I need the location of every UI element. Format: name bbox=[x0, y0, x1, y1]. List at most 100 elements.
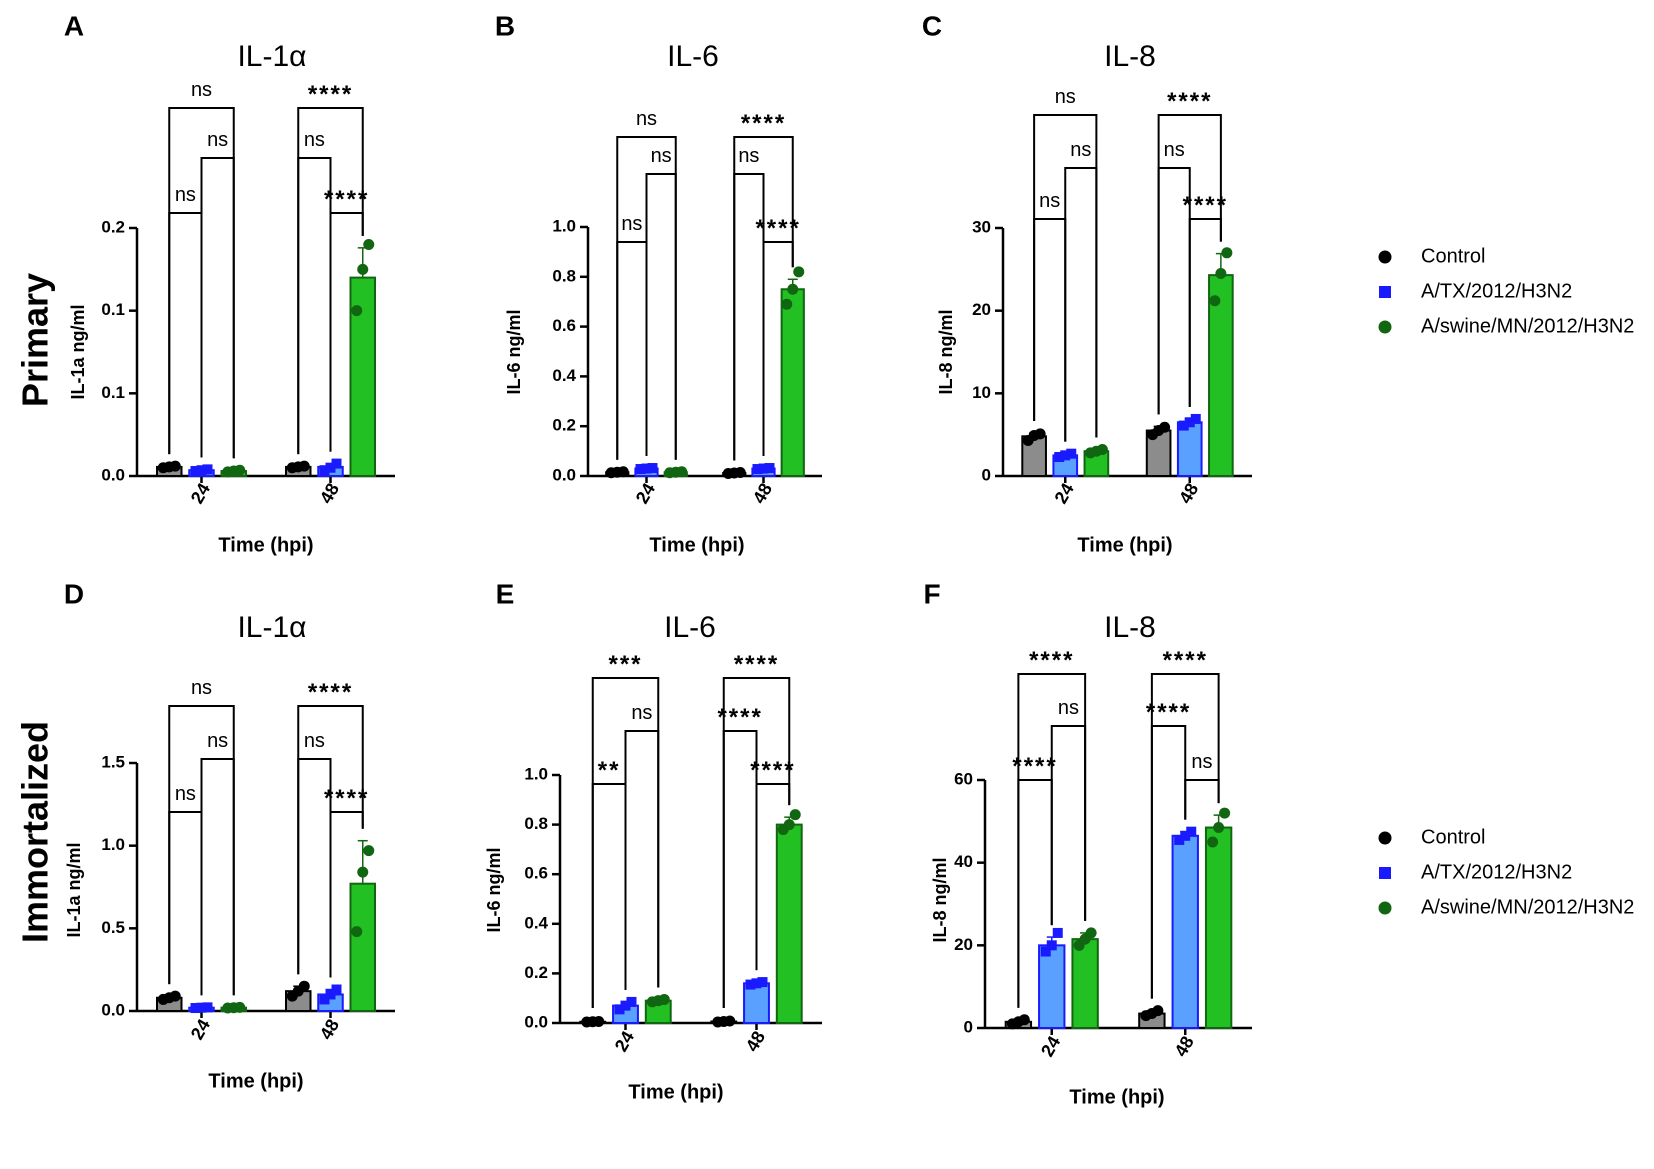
sig-bracket bbox=[1064, 167, 1098, 442]
data-point bbox=[1040, 946, 1051, 957]
data-point bbox=[1180, 830, 1191, 841]
sig-label: **** bbox=[755, 215, 800, 242]
data-point bbox=[1034, 428, 1046, 440]
sig-bracket bbox=[1150, 673, 1220, 999]
sig-bracket bbox=[168, 705, 235, 996]
y-tick-label: 0.0 bbox=[101, 465, 125, 484]
data-point bbox=[1060, 450, 1071, 461]
data-point bbox=[196, 465, 207, 476]
y-tick-label: 0.6 bbox=[552, 316, 576, 335]
data-point bbox=[1209, 295, 1221, 307]
data-point bbox=[1152, 1005, 1164, 1017]
y-axis-label: IL-8 ng/ml bbox=[936, 310, 956, 395]
y-tick-label: 0 bbox=[964, 1017, 973, 1036]
data-point bbox=[752, 464, 763, 475]
panel-A: A IL-1α 0.0 0.1 0.1 0.2 IL-1a ng/ml Time (hpi) 2… bbox=[64, 10, 395, 556]
data-point bbox=[757, 977, 768, 988]
data-point bbox=[325, 989, 336, 1000]
y-tick-label: 0.1 bbox=[101, 383, 125, 402]
legend-marker bbox=[1378, 901, 1392, 915]
sig-label: ns bbox=[636, 108, 657, 130]
data-point bbox=[351, 305, 363, 317]
chart-title: IL-6 bbox=[664, 611, 716, 644]
x-tick-label: 24 bbox=[1050, 480, 1077, 507]
legend: Control A/TX/2012/H3N2 A/swine/MN/2012/H3N… bbox=[1378, 826, 1634, 918]
x-tick-label: 48 bbox=[742, 1028, 769, 1055]
panel-E: E IL-6 0.0 0.2 0.4 0.6 0.8 1.0 IL-6 ng/ml Time (h… bbox=[484, 578, 822, 1103]
legend-label: A/TX/2012/H3N2 bbox=[1421, 280, 1572, 302]
data-point bbox=[363, 845, 375, 857]
y-tick-label: 0.8 bbox=[552, 266, 576, 285]
x-axis-label: Time (hpi) bbox=[208, 1070, 303, 1092]
bar bbox=[1038, 944, 1066, 1029]
data-point bbox=[647, 463, 658, 474]
data-point bbox=[724, 1015, 736, 1027]
chart-title: IL-8 bbox=[1104, 611, 1156, 644]
sig-label: **** bbox=[1167, 88, 1212, 115]
data-point bbox=[751, 978, 762, 989]
data-point bbox=[1052, 927, 1063, 938]
legend-marker bbox=[1379, 867, 1391, 879]
panel-letter: D bbox=[64, 578, 84, 609]
sig-label: ns bbox=[1191, 751, 1212, 773]
y-axis-label: IL-6 ng/ml bbox=[484, 848, 504, 933]
data-point bbox=[331, 458, 342, 469]
y-axis-label: IL-1a ng/ml bbox=[64, 842, 84, 937]
sig-label: ns bbox=[175, 783, 196, 805]
data-point bbox=[1096, 444, 1108, 456]
legend-marker bbox=[1378, 831, 1392, 845]
data-point bbox=[658, 993, 670, 1005]
sig-label: ns bbox=[1164, 139, 1185, 161]
chart-title: IL-8 bbox=[1104, 40, 1156, 73]
y-tick-label: 1.0 bbox=[552, 216, 576, 235]
data-point bbox=[357, 866, 369, 878]
y-tick-label: 0.1 bbox=[101, 300, 125, 319]
sig-bracket bbox=[1157, 114, 1222, 415]
x-tick-label: 48 bbox=[749, 480, 776, 507]
data-point bbox=[331, 984, 342, 995]
sig-bracket bbox=[722, 677, 791, 1008]
sig-label: **** bbox=[308, 81, 353, 108]
y-tick-label: 0.4 bbox=[524, 913, 548, 932]
sig-bracket bbox=[616, 241, 648, 460]
y-tick-label: 1.5 bbox=[101, 752, 125, 771]
y-tick-label: 20 bbox=[954, 935, 973, 954]
sig-bracket bbox=[297, 107, 364, 455]
sig-bracket bbox=[591, 783, 627, 1008]
y-tick-label: 0.0 bbox=[552, 465, 576, 484]
sig-bracket bbox=[1033, 114, 1098, 438]
data-point bbox=[319, 994, 330, 1005]
data-point bbox=[325, 462, 336, 473]
panel-F: F IL-8 0 20 40 60 IL-8 ng/ml Time (hpi) 24 48 ****… bbox=[923, 578, 1252, 1108]
data-point bbox=[1207, 836, 1219, 848]
data-point bbox=[1221, 247, 1233, 259]
sig-label: ns bbox=[1055, 86, 1076, 108]
data-point bbox=[1186, 826, 1197, 837]
panel-B: B IL-6 0.0 0.2 0.4 0.6 0.8 1.0 IL-6 ng/ml Time (h… bbox=[495, 10, 822, 556]
data-point bbox=[626, 996, 637, 1007]
x-axis-label: Time (hpi) bbox=[628, 1081, 723, 1103]
data-point bbox=[190, 466, 201, 477]
data-point bbox=[357, 263, 369, 275]
x-axis-label: Time (hpi) bbox=[218, 534, 313, 556]
y-tick-label: 0.5 bbox=[101, 918, 125, 937]
y-tick-label: 0.2 bbox=[524, 963, 548, 982]
panel-letter: F bbox=[923, 578, 940, 609]
panel-letter: C bbox=[922, 10, 942, 41]
sig-bracket bbox=[733, 136, 794, 461]
sig-bracket bbox=[297, 705, 364, 975]
data-point bbox=[234, 464, 246, 476]
y-tick-label: 0.4 bbox=[552, 366, 576, 385]
x-tick-label: 48 bbox=[1170, 1033, 1197, 1060]
sig-label: ns bbox=[738, 145, 759, 167]
data-point bbox=[1159, 421, 1171, 433]
y-tick-label: 60 bbox=[954, 769, 973, 788]
data-point bbox=[745, 979, 756, 990]
sig-label: **** bbox=[1029, 647, 1074, 674]
data-point bbox=[789, 809, 801, 821]
y-tick-label: 30 bbox=[972, 217, 991, 236]
bar bbox=[743, 982, 770, 1025]
legend-label: A/swine/MN/2012/H3N2 bbox=[1421, 315, 1634, 337]
legend-label: Control bbox=[1421, 245, 1485, 267]
bar bbox=[349, 882, 377, 1013]
